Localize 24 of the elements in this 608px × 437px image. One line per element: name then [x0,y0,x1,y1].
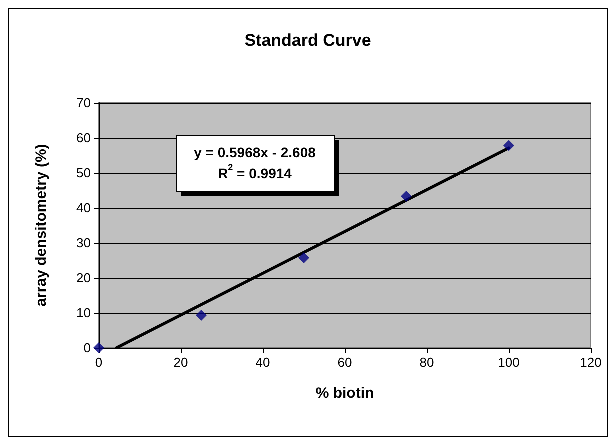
y-tick-label: 40 [76,200,91,216]
x-axis-title: % biotin [316,385,374,402]
y-tick-label: 0 [84,340,91,356]
point [401,190,412,202]
y-axis-title: array densitometry (%) [33,144,50,307]
y-tick-label: 20 [76,270,91,286]
point [94,342,104,354]
y-tick-label: 30 [76,236,91,250]
x-tick-label: 0 [95,355,103,370]
point [196,310,207,321]
y-tick-label: 50 [76,166,91,180]
x-tick-label: 120 [580,355,602,370]
x-tick-label: 60 [338,355,352,370]
x-tick-label: 40 [256,355,270,370]
point [504,140,514,152]
x-tick-label: 20 [174,355,188,370]
y-tick-label: 70 [76,96,91,110]
point [298,252,310,264]
annotation: y = 0.5968x - 2.608 [194,144,316,160]
y-tick-label: 60 [76,130,91,146]
x-tick-label: 100 [498,355,520,370]
y-tick-label: 10 [76,306,91,320]
chart-title: Standard Curve [244,31,372,50]
x-tick-label: 80 [420,355,434,370]
